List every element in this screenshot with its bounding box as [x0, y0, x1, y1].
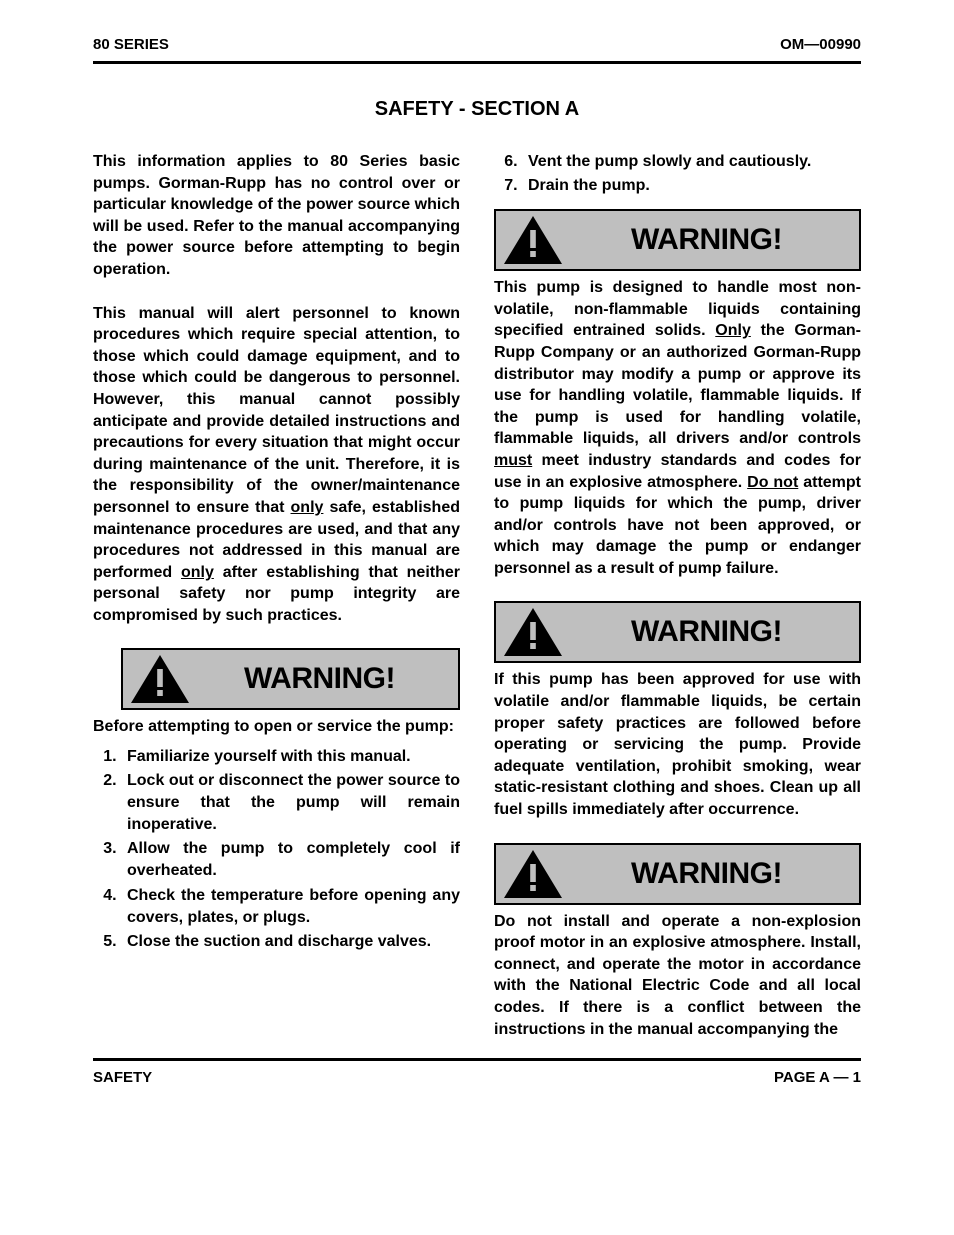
p2-pre: This manual will alert personnel to know…	[93, 305, 460, 516]
warning-box-3: WARNING!	[494, 601, 861, 663]
w1-only: Only	[715, 322, 751, 339]
footer-left: SAFETY	[93, 1069, 152, 1086]
step-4: Check the temperature before opening any…	[121, 885, 460, 929]
warning-label-4: WARNING!	[564, 857, 849, 891]
warning-box-4: WARNING!	[494, 843, 861, 905]
p2-only-1: only	[291, 499, 324, 516]
w1-must: must	[494, 452, 532, 469]
header-right: OM—00990	[780, 36, 861, 53]
page-header: 80 SERIES OM—00990	[93, 36, 861, 64]
intro-paragraph-2: This manual will alert personnel to know…	[93, 303, 460, 627]
warning-label-2: WARNING!	[564, 223, 849, 257]
step-2: Lock out or disconnect the power source …	[121, 770, 460, 836]
section-title: SAFETY - SECTION A	[93, 98, 861, 121]
warning-triangle-icon	[502, 848, 564, 900]
warning-para-3: Do not install and operate a non-explosi…	[494, 911, 861, 1041]
warning-box-1: WARNING!	[121, 648, 460, 710]
warning-label-3: WARNING!	[564, 615, 849, 649]
page: 80 SERIES OM—00990 SAFETY - SECTION A Th…	[0, 0, 954, 1114]
warning-box-2: WARNING!	[494, 209, 861, 271]
step-3: Allow the pump to completely cool if ove…	[121, 838, 460, 882]
w1-mid1: the Gorman-Rupp Company or an authorized…	[494, 322, 861, 447]
step-6: Vent the pump slowly and cautiously.	[522, 151, 861, 173]
warning-triangle-icon	[502, 606, 564, 658]
intro-paragraph-1: This information applies to 80 Series ba…	[93, 151, 460, 281]
step-1: Familiarize yourself with this manual.	[121, 746, 460, 768]
content-columns: This information applies to 80 Series ba…	[93, 151, 861, 1040]
page-footer: SAFETY PAGE A — 1	[93, 1058, 861, 1086]
before-service-intro: Before attempting to open or service the…	[93, 716, 460, 738]
warning-triangle-icon	[129, 653, 191, 705]
step-7: Drain the pump.	[522, 175, 861, 197]
step-5: Close the suction and discharge valves.	[121, 931, 460, 953]
right-column: Vent the pump slowly and cautiously. Dra…	[494, 151, 861, 1040]
warning-label-1: WARNING!	[191, 662, 448, 696]
w1-donot: Do not	[747, 474, 798, 491]
warning-para-2: If this pump has been approved for use w…	[494, 669, 861, 820]
left-column: This information applies to 80 Series ba…	[93, 151, 460, 1040]
warning-triangle-icon	[502, 214, 564, 266]
footer-right: PAGE A — 1	[774, 1069, 861, 1086]
service-steps-right: Vent the pump slowly and cautiously. Dra…	[494, 151, 861, 197]
warning-para-1: This pump is designed to handle most non…	[494, 277, 861, 579]
header-left: 80 SERIES	[93, 36, 169, 53]
p2-only-2: only	[181, 564, 214, 581]
service-steps-left: Familiarize yourself with this manual. L…	[93, 746, 460, 953]
